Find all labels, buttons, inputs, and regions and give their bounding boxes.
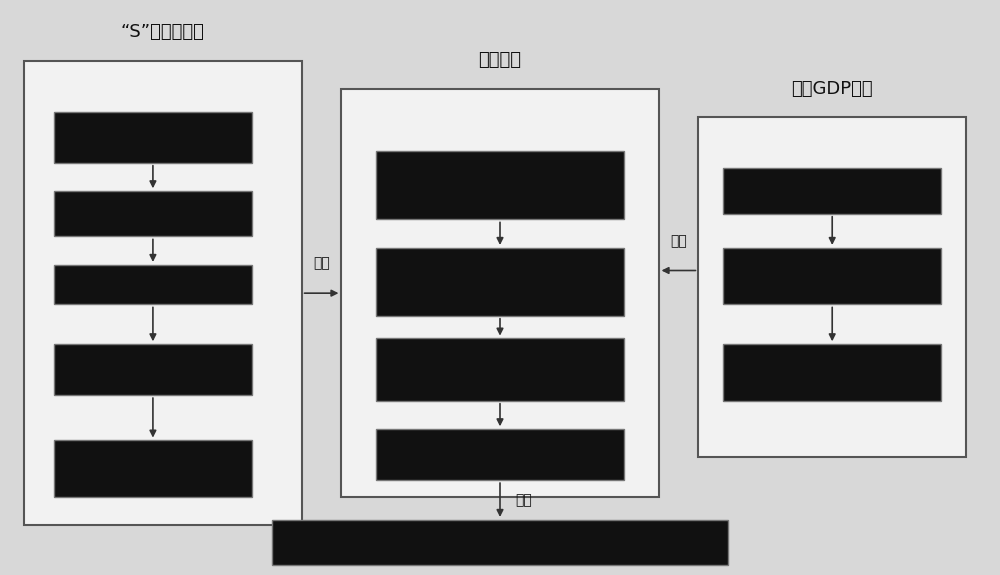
FancyBboxPatch shape: [723, 344, 941, 401]
FancyBboxPatch shape: [698, 117, 966, 458]
Text: 输出: 输出: [515, 493, 532, 507]
FancyBboxPatch shape: [376, 339, 624, 401]
Text: 输入: 输入: [670, 234, 687, 248]
Text: 人均GDP数値: 人均GDP数値: [791, 80, 873, 98]
FancyBboxPatch shape: [54, 344, 252, 395]
Text: “S”形物理模型: “S”形物理模型: [121, 23, 205, 41]
FancyBboxPatch shape: [54, 265, 252, 305]
FancyBboxPatch shape: [723, 168, 941, 214]
FancyBboxPatch shape: [54, 112, 252, 163]
FancyBboxPatch shape: [376, 248, 624, 316]
Text: 推导: 推导: [313, 256, 330, 270]
FancyBboxPatch shape: [272, 520, 728, 565]
FancyBboxPatch shape: [341, 89, 659, 497]
FancyBboxPatch shape: [54, 440, 252, 497]
FancyBboxPatch shape: [24, 61, 302, 526]
FancyBboxPatch shape: [54, 191, 252, 236]
FancyBboxPatch shape: [723, 248, 941, 305]
Text: 预测方程: 预测方程: [479, 51, 522, 70]
FancyBboxPatch shape: [376, 151, 624, 220]
FancyBboxPatch shape: [376, 429, 624, 480]
